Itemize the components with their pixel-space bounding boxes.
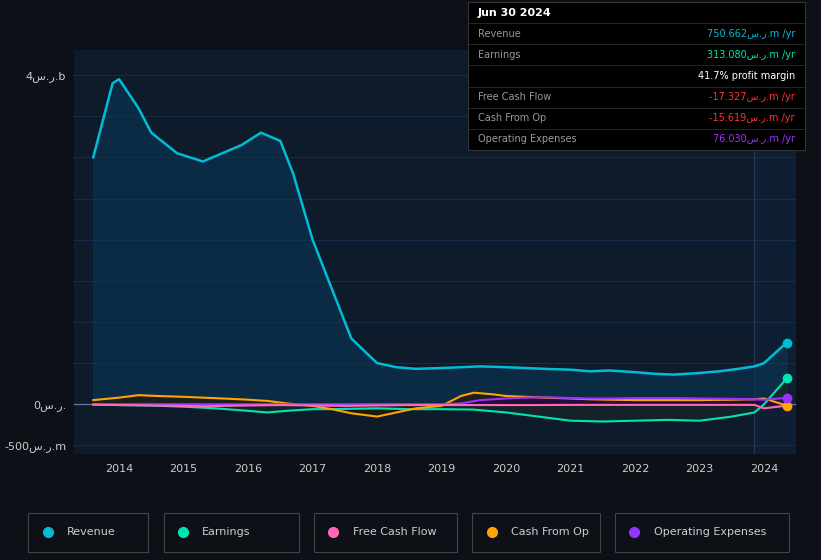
Text: Free Cash Flow: Free Cash Flow [478, 92, 552, 102]
Text: Operating Expenses: Operating Expenses [654, 527, 766, 537]
Text: 41.7% profit margin: 41.7% profit margin [698, 71, 795, 81]
Text: 76.030س.ر.m /yr: 76.030س.ر.m /yr [713, 134, 795, 144]
Text: Cash From Op: Cash From Op [511, 527, 589, 537]
Text: Revenue: Revenue [67, 527, 116, 537]
Text: Free Cash Flow: Free Cash Flow [353, 527, 436, 537]
Bar [754, 50, 796, 454]
Text: Cash From Op: Cash From Op [478, 113, 546, 123]
FancyBboxPatch shape [615, 513, 789, 552]
Text: Earnings: Earnings [478, 50, 521, 60]
Text: -15.619س.ر.m /yr: -15.619س.ر.m /yr [709, 113, 795, 123]
Text: 750.662س.ر.m /yr: 750.662س.ر.m /yr [707, 29, 795, 39]
Text: Operating Expenses: Operating Expenses [478, 134, 576, 144]
Text: Jun 30 2024: Jun 30 2024 [478, 8, 552, 17]
FancyBboxPatch shape [314, 513, 456, 552]
FancyBboxPatch shape [29, 513, 148, 552]
Text: -17.327س.ر.m /yr: -17.327س.ر.m /yr [709, 92, 795, 102]
Text: Revenue: Revenue [478, 29, 521, 39]
Text: Earnings: Earnings [202, 527, 250, 537]
FancyBboxPatch shape [472, 513, 599, 552]
FancyBboxPatch shape [163, 513, 299, 552]
Text: 313.080س.ر.m /yr: 313.080س.ر.m /yr [707, 50, 795, 60]
